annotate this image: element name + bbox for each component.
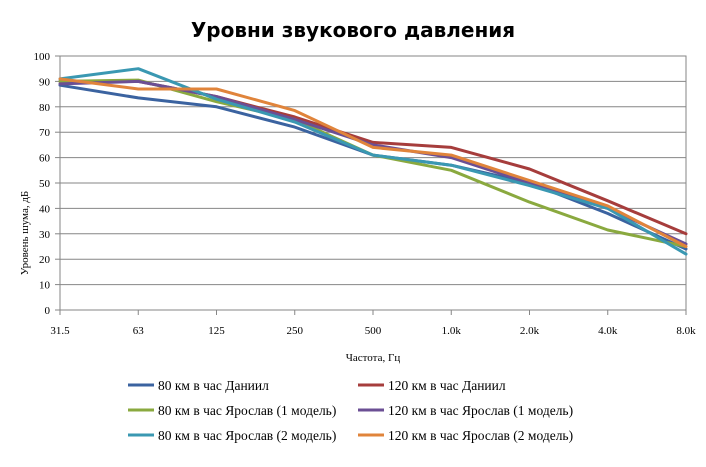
legend-entry: 80 км в час Ярослав (1 модель) <box>158 403 336 418</box>
series-line-3 <box>58 78 688 248</box>
y-tick-label: 40 <box>39 203 51 215</box>
series-line-5 <box>58 67 688 256</box>
y-tick-labels: 0 10 20 30 40 50 60 70 80 90 100 <box>34 51 51 317</box>
legend: 80 км в час Даниил 120 км в час Даниил 80 … <box>128 378 573 443</box>
y-tick-label: 100 <box>34 51 51 63</box>
x-tick-label: 2.0k <box>520 325 540 337</box>
x-tick-label: 500 <box>365 325 382 337</box>
x-tick-labels: 31.5 63 125 250 500 1.0k 2.0k 4.0k 8.0k <box>50 325 696 337</box>
legend-entry: 80 км в час Ярослав (2 модель) <box>158 428 336 443</box>
y-tick-label: 50 <box>39 178 51 190</box>
y-tick-label: 0 <box>45 305 51 317</box>
y-tick-label: 30 <box>39 229 51 241</box>
legend-entry: 120 км в час Ярослав (2 модель) <box>388 428 573 443</box>
x-tick-label: 4.0k <box>598 325 618 337</box>
y-tick-label: 70 <box>39 127 51 139</box>
legend-entry: 120 км в час Даниил <box>388 378 506 393</box>
x-tick-label: 31.5 <box>50 325 70 337</box>
y-tick-label: 20 <box>39 254 51 266</box>
y-tick-label: 60 <box>39 153 51 165</box>
series-line-6 <box>58 77 688 248</box>
y-tick-label: 80 <box>39 102 51 114</box>
x-tick-label: 63 <box>133 325 145 337</box>
x-tick-label: 1.0k <box>442 325 462 337</box>
legend-entry: 80 км в час Даниил <box>158 378 269 393</box>
x-tick-label: 125 <box>208 325 225 337</box>
series-lines <box>58 67 688 256</box>
x-tick-label: 8.0k <box>676 325 696 337</box>
x-tick-label: 250 <box>287 325 304 337</box>
y-tick-label: 10 <box>39 280 51 292</box>
chart-title: Уровни звукового давления <box>190 18 516 42</box>
x-axis-label: Частота, Гц <box>346 352 401 364</box>
y-axis-label: Уровень шума, дБ <box>19 191 31 276</box>
legend-entry: 120 км в час Ярослав (1 модель) <box>388 403 573 418</box>
y-tick-label: 90 <box>39 76 51 88</box>
series-line-4 <box>58 79 688 246</box>
grid-lines <box>55 55 687 315</box>
